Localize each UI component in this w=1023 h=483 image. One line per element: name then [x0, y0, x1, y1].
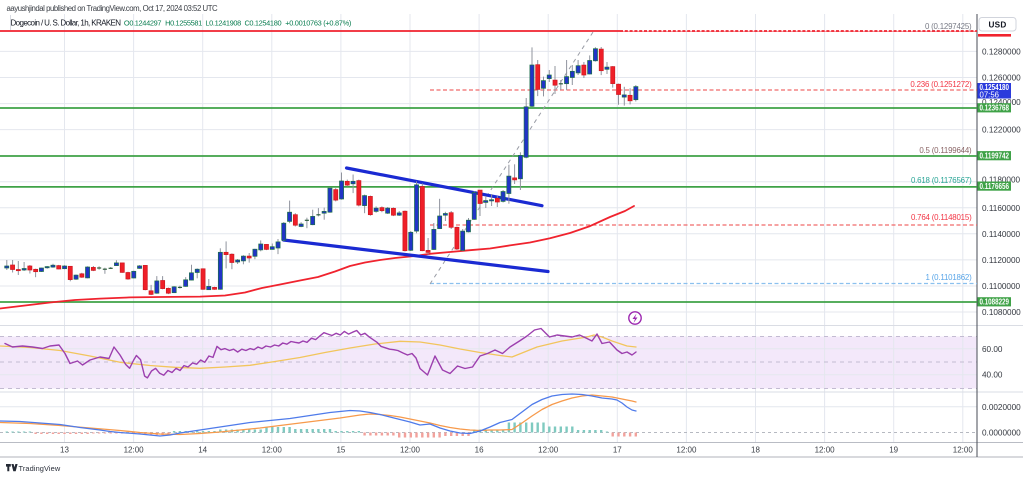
svg-text:60.00: 60.00 — [982, 345, 1003, 354]
svg-text:0.0020000: 0.0020000 — [982, 403, 1021, 412]
svg-text:0.1080000: 0.1080000 — [982, 308, 1021, 317]
svg-text:0.5 (0.1199644): 0.5 (0.1199644) — [919, 146, 972, 155]
svg-text:0.1180000: 0.1180000 — [982, 175, 1021, 184]
svg-text:0.236 (0.1251272): 0.236 (0.1251272) — [910, 80, 972, 89]
svg-text:40.00: 40.00 — [982, 371, 1003, 380]
svg-text:0.1140000: 0.1140000 — [982, 230, 1021, 239]
svg-text:0.1280000: 0.1280000 — [982, 47, 1021, 56]
svg-text:0.1236768: 0.1236768 — [980, 104, 1010, 113]
svg-text:0.1220000: 0.1220000 — [982, 126, 1021, 135]
svg-text:0.618 (0.1176567): 0.618 (0.1176567) — [911, 176, 972, 185]
svg-text:17: 17 — [613, 445, 622, 454]
svg-text:0.1100000: 0.1100000 — [982, 282, 1021, 291]
svg-text:15: 15 — [336, 445, 345, 454]
svg-text:aayushjindal published on Trad: aayushjindal published on TradingView.co… — [7, 4, 219, 13]
svg-text:0.1088229: 0.1088229 — [980, 298, 1010, 307]
svg-text:1 (0.1101862): 1 (0.1101862) — [926, 273, 973, 282]
svg-text:12:00: 12:00 — [676, 445, 697, 454]
svg-text:0.1254180: 0.1254180 — [980, 83, 1010, 92]
svg-text:12:00: 12:00 — [815, 445, 836, 454]
svg-text:0.0000000: 0.0000000 — [982, 429, 1021, 438]
svg-text:0.1120000: 0.1120000 — [982, 256, 1021, 265]
svg-text:19: 19 — [889, 445, 898, 454]
svg-text:12:00: 12:00 — [400, 445, 421, 454]
svg-text:14: 14 — [198, 445, 207, 454]
svg-text:USD: USD — [989, 20, 1007, 29]
svg-text:12:00: 12:00 — [538, 445, 559, 454]
svg-text:0.1160000: 0.1160000 — [982, 204, 1021, 213]
svg-text:12:00: 12:00 — [953, 445, 974, 454]
svg-text:0.1240000: 0.1240000 — [982, 98, 1021, 107]
svg-text:0.1260000: 0.1260000 — [982, 74, 1021, 83]
svg-text:0.1199742: 0.1199742 — [980, 152, 1010, 161]
svg-text:Dogecoin / U. S. Dollar, 1h, K: Dogecoin / U. S. Dollar, 1h, KRAKEN O0.12… — [11, 19, 352, 28]
svg-text:0 (0.1297425): 0 (0.1297425) — [925, 22, 972, 31]
svg-text:13: 13 — [60, 445, 69, 454]
svg-text:16: 16 — [475, 445, 484, 454]
svg-text:0.1176656: 0.1176656 — [980, 182, 1010, 191]
svg-text:18: 18 — [751, 445, 760, 454]
svg-text:0.764 (0.1148015): 0.764 (0.1148015) — [911, 213, 972, 222]
svg-text:12:00: 12:00 — [262, 445, 283, 454]
svg-text:TradingView: TradingView — [19, 464, 61, 473]
svg-text:12:00: 12:00 — [124, 445, 145, 454]
svg-text:07:56: 07:56 — [980, 91, 1000, 100]
